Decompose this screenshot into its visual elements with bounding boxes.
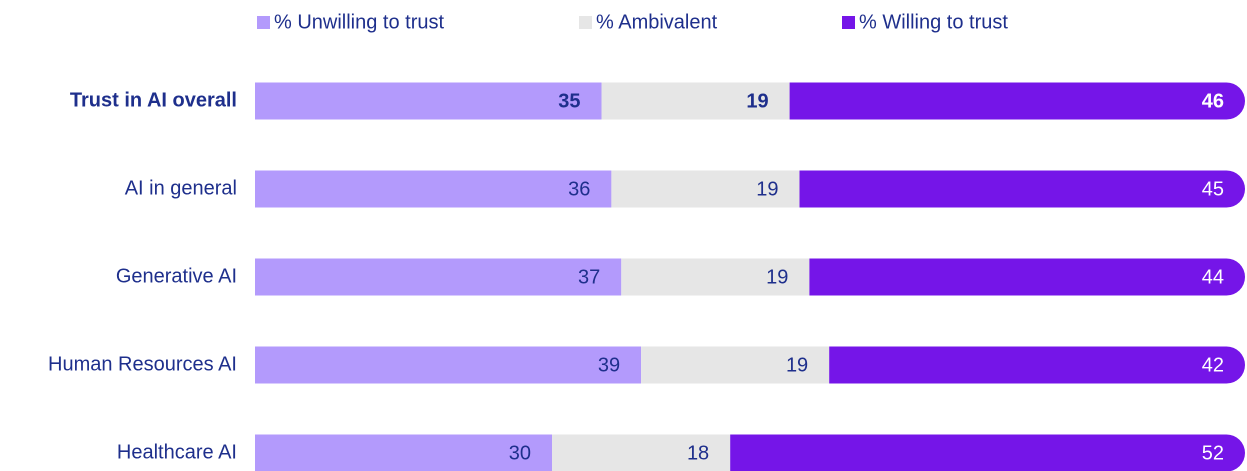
bar-segment	[799, 170, 1246, 208]
bar-segment	[552, 434, 731, 471]
value-label: 35	[558, 90, 580, 112]
bar-segment	[255, 346, 642, 384]
bar-segment	[255, 258, 622, 296]
bar-segment	[255, 434, 552, 471]
bar-segment	[789, 82, 1246, 120]
category-label: Healthcare AI	[117, 441, 237, 463]
legend-label: % Unwilling to trust	[274, 11, 445, 33]
value-label: 52	[1202, 442, 1224, 464]
bar-segment	[611, 170, 800, 208]
value-label: 42	[1202, 354, 1224, 376]
bar-segment	[641, 346, 830, 384]
legend-label: % Willing to trust	[859, 11, 1008, 33]
category-label: AI in general	[125, 177, 237, 199]
legend-swatch	[579, 16, 592, 29]
category-label: Generative AI	[116, 265, 237, 287]
value-label: 36	[568, 178, 590, 200]
bar-segment	[255, 82, 602, 120]
value-label: 37	[578, 266, 600, 288]
category-label: Trust in AI overall	[70, 89, 237, 111]
bar-segment	[601, 82, 790, 120]
category-label: Human Resources AI	[48, 353, 237, 375]
bar-segment	[621, 258, 810, 296]
value-label: 44	[1202, 266, 1224, 288]
value-label: 19	[746, 90, 768, 112]
bar-segment	[809, 258, 1246, 296]
legend-swatch	[257, 16, 270, 29]
bar-segment	[255, 170, 612, 208]
value-label: 19	[786, 354, 808, 376]
legend-label: % Ambivalent	[596, 11, 718, 33]
bar-segment	[829, 346, 1246, 384]
legend-swatch	[842, 16, 855, 29]
value-label: 46	[1202, 90, 1224, 112]
value-label: 39	[598, 354, 620, 376]
bar-segment	[730, 434, 1245, 471]
value-label: 19	[766, 266, 788, 288]
value-label: 30	[509, 442, 531, 464]
value-label: 45	[1202, 178, 1224, 200]
value-label: 19	[756, 178, 778, 200]
value-label: 18	[687, 442, 709, 464]
